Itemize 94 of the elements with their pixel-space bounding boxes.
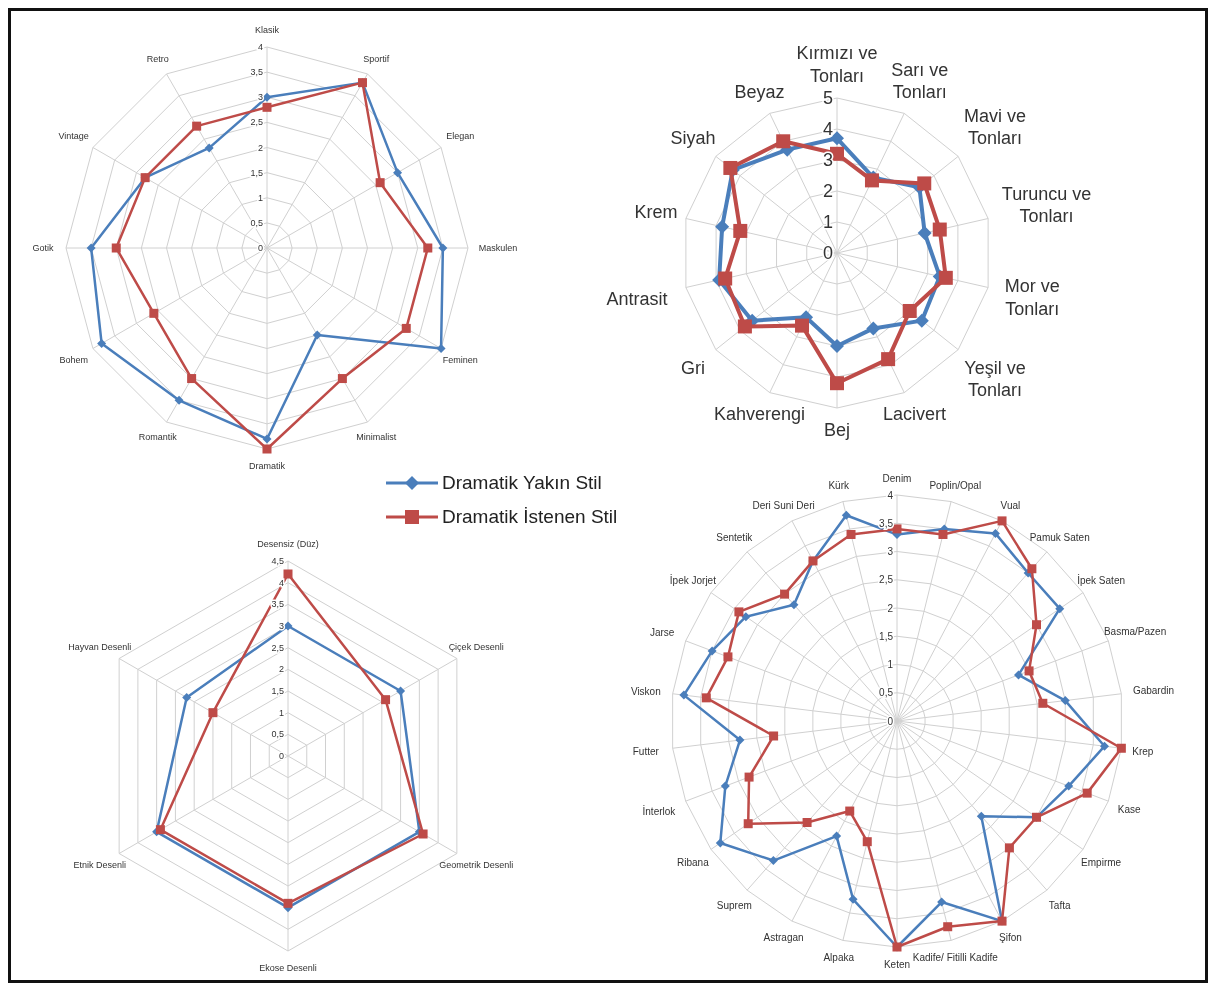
y-tick-label: 4 <box>887 489 894 501</box>
spoke-label: Mor ve Tonları <box>1004 276 1060 319</box>
spoke-label: Retro <box>146 53 169 64</box>
spoke-label: Alpaka <box>823 951 855 963</box>
spoke-label: Dramatik <box>248 460 286 471</box>
spoke-label: Şifon <box>999 931 1022 943</box>
y-tick-label: 2 <box>257 142 263 153</box>
y-tick-label: 0,5 <box>250 217 263 228</box>
spoke-label: Romantik <box>138 432 178 443</box>
y-tick-label: 5 <box>822 88 833 108</box>
spoke-label: Gri <box>681 357 706 378</box>
y-tick-label: 3 <box>257 92 263 103</box>
y-tick-label: 3,5 <box>271 599 284 610</box>
spoke-label: İpek Jorjet <box>669 573 717 586</box>
spoke-label: Denim <box>882 472 912 484</box>
y-tick-label: 3 <box>278 621 284 631</box>
spoke-label: Vual <box>1000 499 1021 511</box>
spoke-label: Klasik <box>254 25 280 36</box>
spoke-label: Desensiz (Düz) <box>257 539 319 550</box>
y-tick-label: 0 <box>257 243 263 253</box>
spoke-label: Krep <box>1132 745 1154 757</box>
spoke-label: Bohem <box>59 354 88 365</box>
y-tick-label: 1,5 <box>879 630 894 642</box>
spoke-label: Sarı ve Tonları <box>891 59 949 103</box>
y-tick-label: 4 <box>257 42 263 52</box>
spoke-label: Tafta <box>1048 899 1071 911</box>
spoke-label: Astragan <box>763 931 804 943</box>
spoke-label: Kırmızı ve Tonları <box>796 43 878 86</box>
spoke-label: Krem <box>634 201 678 222</box>
spoke-label: Pamuk Saten <box>1029 531 1090 543</box>
y-tick-label: 0 <box>278 751 284 761</box>
y-tick-label: 1,5 <box>250 167 263 178</box>
y-tick-label: 2,5 <box>250 117 263 128</box>
y-tick-label: 2,5 <box>879 574 894 586</box>
spoke-label: Kürk <box>828 479 851 491</box>
spoke-label: Mavi ve Tonları <box>963 105 1027 149</box>
legend-label: Dramatik İstenen Stil <box>442 506 618 528</box>
spoke-label: Antrasit <box>606 288 668 309</box>
spoke-label: Suprem <box>716 899 752 911</box>
spoke-label: Çiçek Desenli <box>448 642 504 653</box>
spoke-label: Bej <box>823 420 851 441</box>
spoke-label: Gabardin <box>1132 684 1175 696</box>
spoke-label: Etnik Desenli <box>73 859 127 870</box>
spoke-label: Beyaz <box>734 82 785 103</box>
spoke-label: Maskulen <box>478 243 518 253</box>
spoke-label: Poplin/Opal <box>929 479 982 491</box>
spoke-label: Sportif <box>363 53 390 64</box>
y-tick-label: 2 <box>887 602 894 614</box>
y-tick-label: 1 <box>278 707 284 718</box>
y-tick-label: 0,5 <box>879 687 894 699</box>
y-tick-label: 3 <box>887 546 894 557</box>
spoke-label: Kadife/ Fitilli Kadife <box>912 951 999 963</box>
y-tick-label: 2,5 <box>271 642 284 653</box>
spoke-label: Elegan <box>446 131 475 142</box>
y-tick-label: 1 <box>822 212 833 232</box>
spoke-label: Futter <box>632 746 660 757</box>
y-tick-label: 1 <box>887 659 894 670</box>
y-tick-label: 3,5 <box>879 517 894 529</box>
legend-label: Dramatik Yakın Stil <box>442 472 602 494</box>
spoke-label: Siyah <box>670 128 716 149</box>
spoke-label: Kahverengi <box>714 403 806 424</box>
spoke-label: Keten <box>883 958 911 970</box>
y-tick-label: 3 <box>822 150 833 170</box>
spoke-label: Minimalist <box>356 432 397 443</box>
spoke-label: Ekose Desenli <box>259 962 317 973</box>
y-tick-label: 3,5 <box>250 67 263 78</box>
y-tick-label: 1 <box>257 192 263 203</box>
spoke-label: Jarse <box>649 626 675 638</box>
spoke-label: Geometrik Desenli <box>439 859 514 870</box>
spoke-label: İpek Saten <box>1077 573 1126 586</box>
spoke-label: Basma/Pazen <box>1103 625 1167 637</box>
y-tick-label: 4,5 <box>271 556 284 566</box>
y-tick-label: 0,5 <box>271 729 284 740</box>
spoke-label: Deri Suni Deri <box>752 499 815 511</box>
spoke-label: Gotik <box>32 243 55 253</box>
y-tick-label: 4 <box>822 119 833 139</box>
y-tick-label: 4 <box>278 577 284 588</box>
spoke-label: Turuncu ve Tonları <box>1001 183 1092 227</box>
y-tick-label: 0 <box>887 715 894 727</box>
spoke-label: Lacivert <box>882 403 946 424</box>
spoke-label: Hayvan Desenli <box>68 642 132 653</box>
spoke-label: Sentetik <box>716 531 754 543</box>
y-tick-label: 1,5 <box>271 686 284 696</box>
spoke-label: İnterlok <box>642 804 677 817</box>
spoke-label: Feminen <box>442 354 478 365</box>
spoke-label: Ribana <box>677 856 710 868</box>
y-tick-label: 2 <box>278 664 284 675</box>
spoke-label: Kase <box>1117 803 1142 815</box>
spoke-label: Yeşil ve Tonları <box>964 357 1026 401</box>
spoke-label: Vintage <box>58 131 89 142</box>
y-tick-label: 2 <box>822 181 833 201</box>
spoke-label: Viskon <box>630 685 661 696</box>
y-tick-label: 0 <box>822 243 833 263</box>
spoke-label: Empirme <box>1081 856 1122 868</box>
